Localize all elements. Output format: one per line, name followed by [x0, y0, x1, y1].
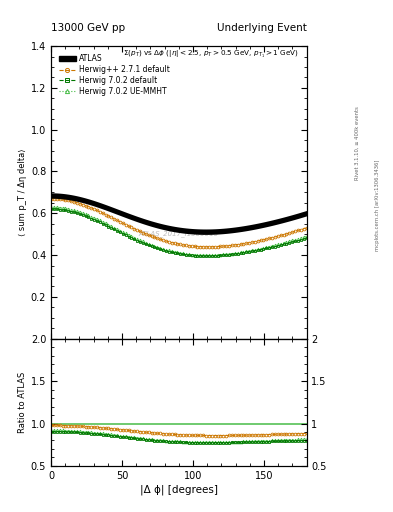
- Y-axis label: ⟨ sum p_T / Δη delta⟩: ⟨ sum p_T / Δη delta⟩: [18, 148, 27, 236]
- Text: mcplots.cern.ch [arXiv:1306.3436]: mcplots.cern.ch [arXiv:1306.3436]: [375, 159, 380, 250]
- Text: 13000 GeV pp: 13000 GeV pp: [51, 23, 125, 33]
- Text: Underlying Event: Underlying Event: [217, 23, 307, 33]
- Text: Rivet 3.1.10, ≥ 400k events: Rivet 3.1.10, ≥ 400k events: [355, 106, 360, 180]
- Y-axis label: Ratio to ATLAS: Ratio to ATLAS: [18, 372, 27, 433]
- Text: ATLAS_2017_I1509919: ATLAS_2017_I1509919: [139, 230, 219, 237]
- Legend: ATLAS, Herwig++ 2.7.1 default, Herwig 7.0.2 default, Herwig 7.0.2 UE-MMHT: ATLAS, Herwig++ 2.7.1 default, Herwig 7.…: [57, 53, 171, 98]
- Text: $\Sigma(p_T)$ vs $\Delta\phi$ ($|\eta| < 2.5$, $p_T > 0.5$ GeV, $p_{T_1} > 1$ Ge: $\Sigma(p_T)$ vs $\Delta\phi$ ($|\eta| <…: [123, 49, 299, 60]
- X-axis label: |Δ ϕ| [degrees]: |Δ ϕ| [degrees]: [140, 485, 218, 496]
